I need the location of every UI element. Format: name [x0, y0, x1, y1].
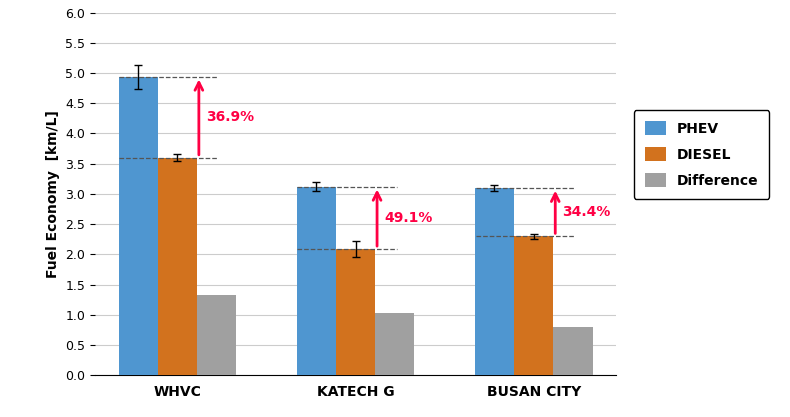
- Legend: PHEV, DIESEL, Difference: PHEV, DIESEL, Difference: [634, 110, 769, 199]
- Bar: [118, 77, 158, 375]
- Y-axis label: Fuel Economy  [km/L]: Fuel Economy [km/L]: [46, 110, 59, 278]
- Text: 36.9%: 36.9%: [206, 110, 254, 124]
- Bar: [197, 295, 236, 375]
- Bar: [158, 158, 197, 375]
- Bar: [297, 187, 336, 375]
- Bar: [475, 188, 514, 375]
- Text: 49.1%: 49.1%: [384, 211, 432, 225]
- Bar: [336, 249, 375, 375]
- Bar: [553, 327, 592, 375]
- Bar: [375, 313, 414, 375]
- Bar: [514, 236, 553, 375]
- Text: 34.4%: 34.4%: [562, 205, 611, 219]
